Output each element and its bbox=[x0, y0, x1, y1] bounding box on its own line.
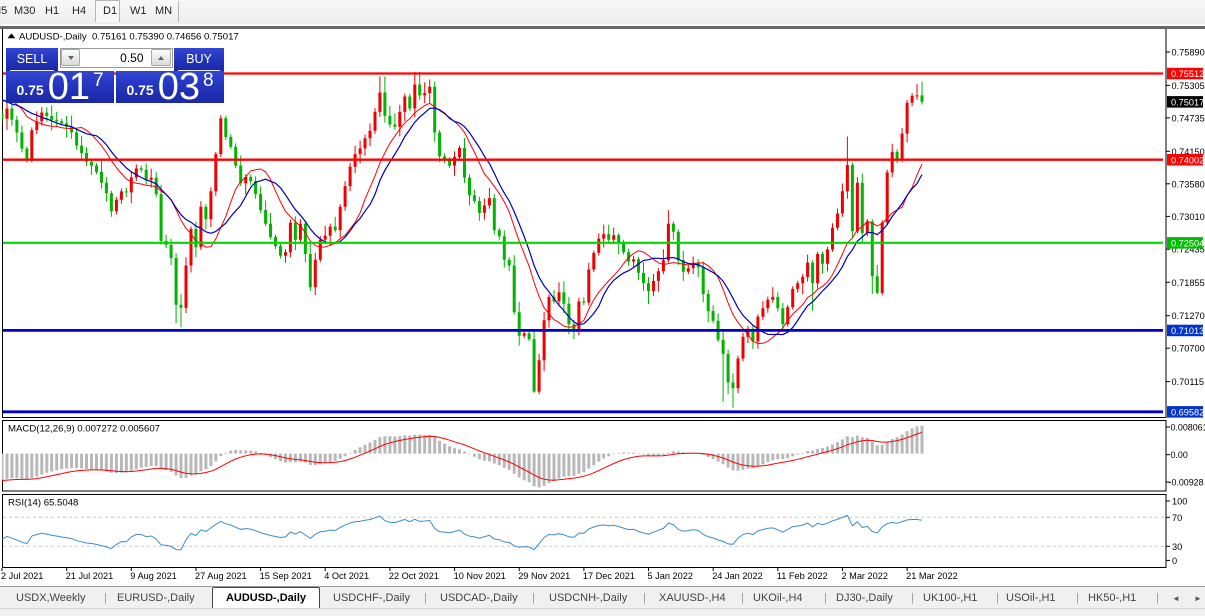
svg-text:0.73010: 0.73010 bbox=[1172, 212, 1205, 222]
svg-text:-0.00928: -0.00928 bbox=[1169, 478, 1204, 488]
svg-text:MACD(12,26,9) 0.007272 0.00560: MACD(12,26,9) 0.007272 0.005607 bbox=[8, 424, 160, 435]
svg-text:4 Oct 2021: 4 Oct 2021 bbox=[324, 571, 369, 581]
svg-text:70: 70 bbox=[1172, 513, 1182, 523]
svg-text:17 Dec 2021: 17 Dec 2021 bbox=[583, 571, 635, 581]
svg-text:5 Jan 2022: 5 Jan 2022 bbox=[648, 571, 693, 581]
svg-text:0.70115: 0.70115 bbox=[1172, 377, 1205, 387]
svg-text:0.008061: 0.008061 bbox=[1171, 423, 1205, 433]
svg-text:0.00: 0.00 bbox=[1171, 450, 1188, 460]
svg-text:22 Oct 2021: 22 Oct 2021 bbox=[389, 571, 439, 581]
svg-text:100: 100 bbox=[1172, 497, 1187, 507]
svg-text:11 Feb 2022: 11 Feb 2022 bbox=[777, 571, 828, 581]
svg-text:0.71270: 0.71270 bbox=[1172, 311, 1205, 321]
svg-text:0.73580: 0.73580 bbox=[1172, 179, 1205, 189]
svg-text:30: 30 bbox=[1172, 542, 1182, 552]
svg-text:0: 0 bbox=[1172, 556, 1177, 566]
svg-text:27 Aug 2021: 27 Aug 2021 bbox=[195, 571, 247, 581]
svg-text:0.75305: 0.75305 bbox=[1172, 81, 1205, 91]
svg-text:9 Aug 2021: 9 Aug 2021 bbox=[130, 571, 177, 581]
svg-text:24 Jan 2022: 24 Jan 2022 bbox=[712, 571, 763, 581]
svg-text:0.74735: 0.74735 bbox=[1172, 113, 1205, 123]
svg-text:10 Nov 2021: 10 Nov 2021 bbox=[454, 571, 506, 581]
svg-text:RSI(14) 65.5048: RSI(14) 65.5048 bbox=[8, 498, 78, 509]
svg-text:21 Mar 2022: 21 Mar 2022 bbox=[906, 571, 958, 581]
svg-text:0.75017: 0.75017 bbox=[1171, 97, 1204, 107]
svg-text:AUDUSD-,Daily 0.75161 0.75390: AUDUSD-,Daily 0.75161 0.75390 0.74656 0.… bbox=[19, 32, 239, 43]
svg-text:0.74002: 0.74002 bbox=[1171, 155, 1204, 165]
svg-text:0.75512: 0.75512 bbox=[1171, 69, 1204, 79]
svg-text:0.69582: 0.69582 bbox=[1171, 407, 1204, 417]
svg-text:21 Jul 2021: 21 Jul 2021 bbox=[66, 571, 114, 581]
svg-text:29 Nov 2021: 29 Nov 2021 bbox=[518, 571, 570, 581]
svg-text:0.72504: 0.72504 bbox=[1171, 238, 1204, 248]
svg-text:0.72435: 0.72435 bbox=[1172, 245, 1205, 255]
svg-text:0.74150: 0.74150 bbox=[1172, 147, 1205, 157]
svg-text:0.71013: 0.71013 bbox=[1171, 326, 1204, 336]
svg-text:0.71855: 0.71855 bbox=[1172, 278, 1205, 288]
svg-text:0.75890: 0.75890 bbox=[1172, 48, 1205, 58]
svg-text:15 Sep 2021: 15 Sep 2021 bbox=[260, 571, 312, 581]
svg-text:2 Jul 2021: 2 Jul 2021 bbox=[1, 571, 43, 581]
svg-text:2 Mar 2022: 2 Mar 2022 bbox=[842, 571, 888, 581]
svg-text:0.70700: 0.70700 bbox=[1172, 344, 1205, 354]
